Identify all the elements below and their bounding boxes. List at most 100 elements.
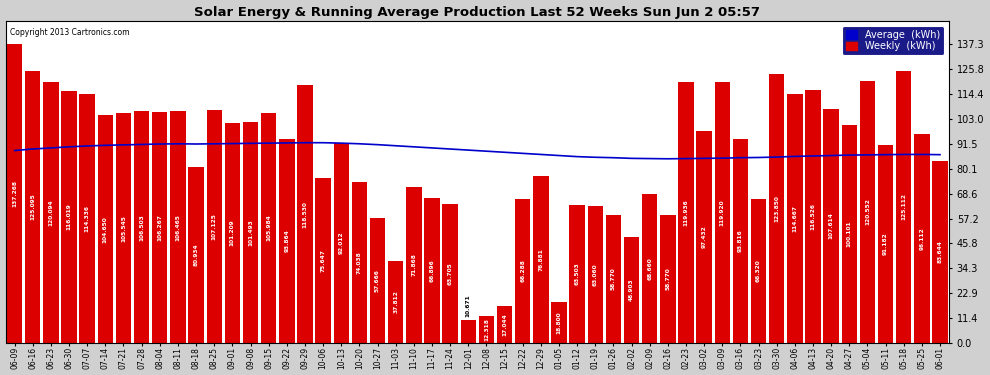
- Legend: Average  (kWh), Weekly  (kWh): Average (kWh), Weekly (kWh): [842, 26, 944, 55]
- Bar: [914, 134, 930, 343]
- Text: 48.903: 48.903: [629, 279, 634, 301]
- Bar: [243, 122, 258, 343]
- Text: 119.936: 119.936: [683, 199, 688, 226]
- Text: Copyright 2013 Cartronics.com: Copyright 2013 Cartronics.com: [10, 27, 130, 36]
- Bar: [351, 182, 367, 343]
- Text: 106.465: 106.465: [175, 214, 180, 241]
- Bar: [406, 187, 422, 343]
- Text: 107.125: 107.125: [212, 213, 217, 240]
- Bar: [606, 215, 621, 343]
- Bar: [7, 45, 23, 343]
- Bar: [551, 302, 566, 343]
- Bar: [769, 74, 784, 343]
- Bar: [569, 205, 585, 343]
- Text: 116.019: 116.019: [66, 204, 71, 230]
- Bar: [207, 110, 222, 343]
- Bar: [388, 261, 403, 343]
- Text: 101.493: 101.493: [248, 219, 253, 246]
- Text: 75.647: 75.647: [321, 249, 326, 272]
- Text: 93.816: 93.816: [738, 230, 742, 252]
- Text: 80.934: 80.934: [194, 244, 199, 266]
- Title: Solar Energy & Running Average Production Last 52 Weeks Sun Jun 2 05:57: Solar Energy & Running Average Productio…: [194, 6, 760, 18]
- Text: 106.503: 106.503: [140, 214, 145, 241]
- Bar: [79, 94, 95, 343]
- Text: 93.864: 93.864: [284, 230, 289, 252]
- Text: 83.644: 83.644: [938, 241, 942, 264]
- Text: 125.112: 125.112: [901, 194, 906, 220]
- Text: 104.650: 104.650: [103, 216, 108, 243]
- Bar: [896, 71, 912, 343]
- Bar: [98, 116, 113, 343]
- Text: 37.812: 37.812: [393, 291, 398, 314]
- Text: 107.614: 107.614: [829, 213, 834, 239]
- Bar: [370, 217, 385, 343]
- Bar: [859, 81, 875, 343]
- Text: 17.044: 17.044: [502, 313, 507, 336]
- Bar: [261, 112, 276, 343]
- Text: 63.503: 63.503: [574, 262, 579, 285]
- Bar: [660, 215, 675, 343]
- Text: 105.984: 105.984: [266, 214, 271, 241]
- Bar: [425, 198, 440, 343]
- Bar: [225, 123, 240, 343]
- Text: 120.094: 120.094: [49, 199, 53, 226]
- Bar: [933, 161, 947, 343]
- Bar: [316, 178, 331, 343]
- Bar: [116, 114, 132, 343]
- Text: 114.667: 114.667: [792, 205, 797, 232]
- Text: 123.850: 123.850: [774, 195, 779, 222]
- Bar: [733, 139, 748, 343]
- Text: 96.112: 96.112: [920, 227, 925, 250]
- Bar: [443, 204, 457, 343]
- Text: 116.526: 116.526: [811, 203, 816, 230]
- Text: 74.038: 74.038: [356, 251, 362, 274]
- Text: 125.095: 125.095: [31, 194, 36, 220]
- Bar: [587, 206, 603, 343]
- Bar: [533, 176, 548, 343]
- Text: 92.012: 92.012: [339, 232, 344, 254]
- Bar: [787, 94, 803, 343]
- Bar: [279, 139, 294, 343]
- Text: 58.770: 58.770: [611, 268, 616, 291]
- Text: 18.800: 18.800: [556, 311, 561, 334]
- Bar: [170, 111, 186, 343]
- Text: 58.770: 58.770: [665, 268, 670, 291]
- Bar: [678, 82, 694, 343]
- Bar: [61, 91, 77, 343]
- Text: 137.268: 137.268: [12, 180, 17, 207]
- Text: 118.530: 118.530: [302, 201, 308, 228]
- Bar: [479, 316, 494, 343]
- Text: 10.671: 10.671: [465, 294, 470, 316]
- Bar: [805, 90, 821, 343]
- Bar: [25, 71, 41, 343]
- Text: 114.336: 114.336: [85, 205, 90, 232]
- Text: 63.060: 63.060: [593, 263, 598, 286]
- Text: 119.920: 119.920: [720, 199, 725, 226]
- Text: 120.552: 120.552: [865, 198, 870, 225]
- Text: 57.666: 57.666: [375, 269, 380, 292]
- Text: 100.101: 100.101: [846, 221, 851, 248]
- Text: 76.881: 76.881: [539, 248, 544, 271]
- Bar: [642, 194, 657, 343]
- Text: 71.868: 71.868: [411, 254, 417, 276]
- Bar: [188, 167, 204, 343]
- Bar: [696, 131, 712, 343]
- Bar: [824, 109, 839, 343]
- Bar: [750, 199, 766, 343]
- Bar: [297, 85, 313, 343]
- Bar: [624, 237, 640, 343]
- Text: 66.288: 66.288: [520, 260, 525, 282]
- Bar: [460, 320, 476, 343]
- Text: 68.660: 68.660: [647, 257, 652, 280]
- Bar: [334, 143, 348, 343]
- Bar: [152, 112, 167, 343]
- Bar: [878, 145, 893, 343]
- Bar: [497, 306, 512, 343]
- Text: 97.432: 97.432: [702, 226, 707, 249]
- Text: 105.545: 105.545: [121, 215, 126, 242]
- Bar: [44, 82, 58, 343]
- Text: 66.896: 66.896: [430, 259, 435, 282]
- Text: 91.182: 91.182: [883, 232, 888, 255]
- Text: 63.705: 63.705: [447, 262, 452, 285]
- Text: 101.209: 101.209: [230, 220, 235, 246]
